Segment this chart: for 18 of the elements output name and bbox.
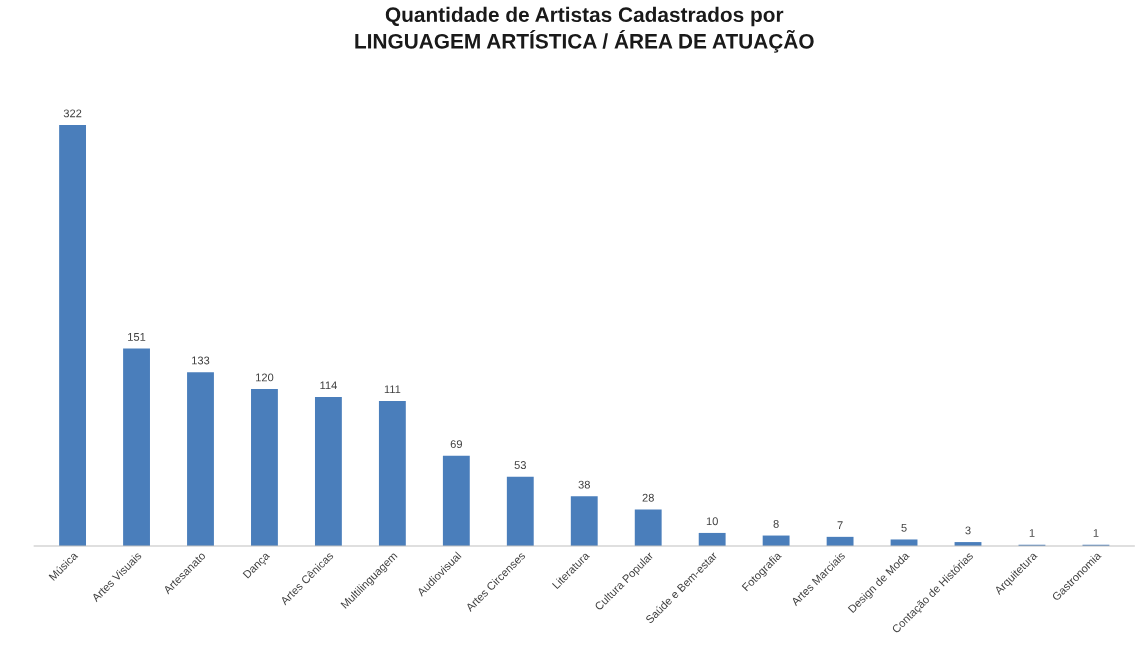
data-label: 322	[63, 109, 82, 118]
data-label: 38	[578, 480, 590, 489]
data-label: 151	[128, 333, 146, 341]
data-label: 8	[773, 519, 779, 528]
data-label: 10	[706, 517, 718, 526]
data-label: 120	[256, 373, 274, 382]
data-label: 1	[1029, 529, 1035, 537]
chart-title: Quantidade de Artistas Cadastrados por LINGUAGEM ARTÍSTICA / ÁREA DE ATUAÇÃO	[355, 6, 814, 53]
data-label: 53	[514, 461, 526, 469]
data-label: 69	[450, 440, 462, 449]
data-label: 3	[965, 526, 971, 535]
data-label: 5	[901, 523, 907, 532]
data-label: 133	[192, 356, 210, 365]
data-label: 7	[837, 521, 843, 529]
data-label: 28	[642, 493, 654, 502]
data-label: 111	[384, 385, 401, 394]
data-label: 114	[320, 381, 337, 390]
data-label: 1	[1093, 529, 1099, 537]
